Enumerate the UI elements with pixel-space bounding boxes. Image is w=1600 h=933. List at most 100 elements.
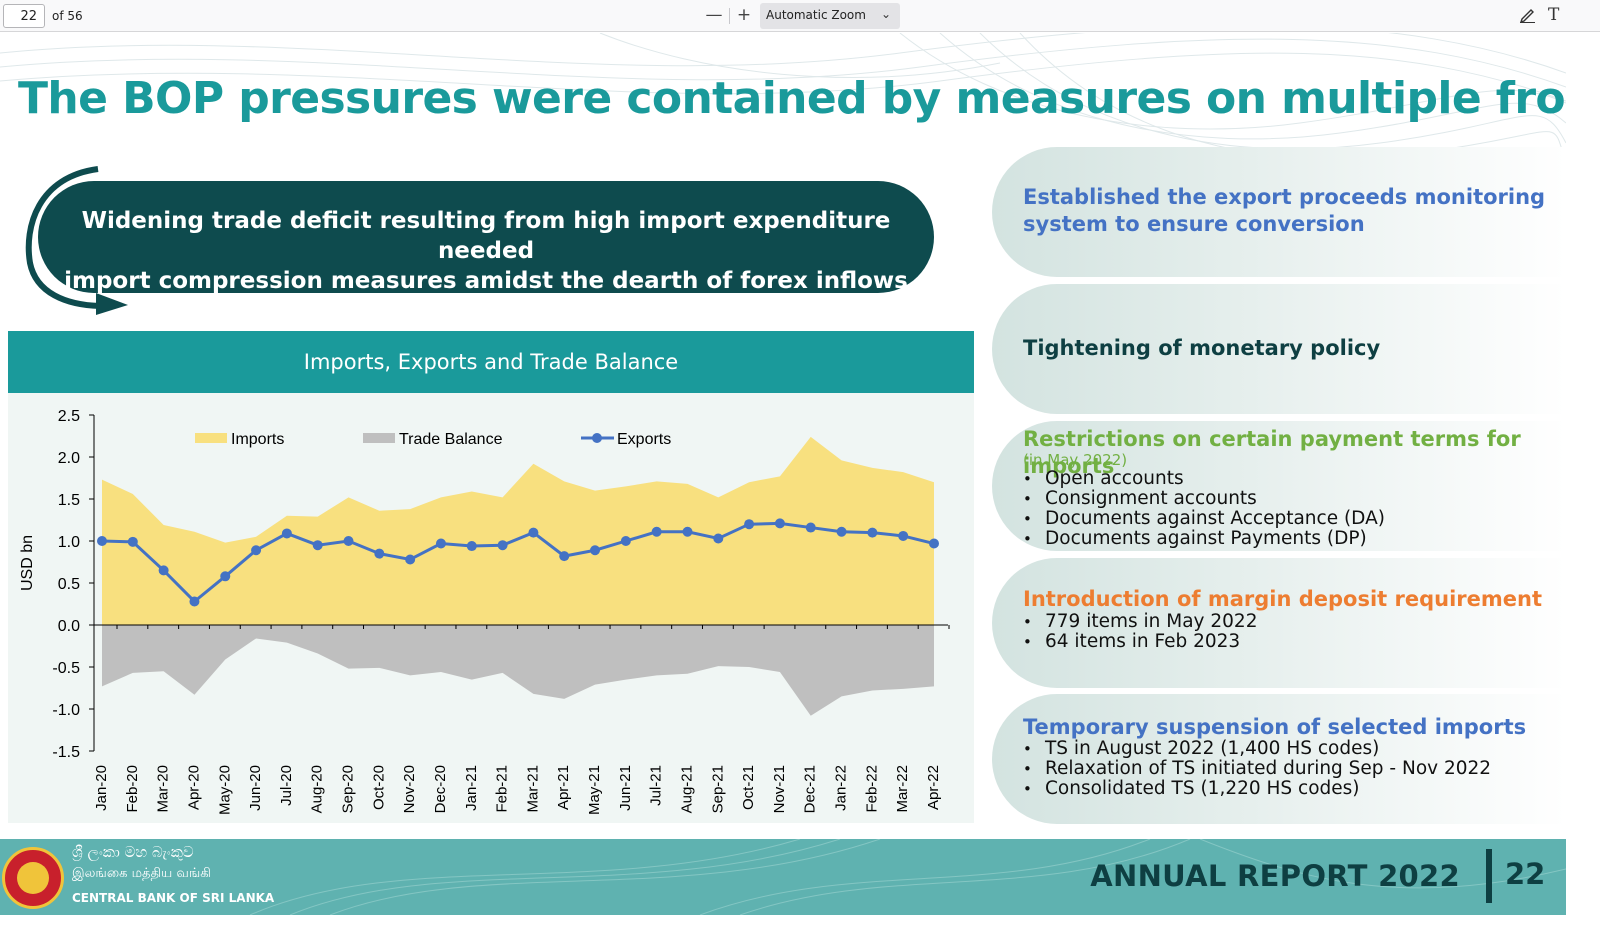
trade-balance-area bbox=[102, 625, 934, 716]
exports-point bbox=[312, 540, 323, 551]
zoom-in-button[interactable]: + bbox=[736, 5, 752, 25]
x-tick-label: Jul-21 bbox=[648, 765, 665, 806]
x-tick-label: Mar-21 bbox=[524, 765, 541, 813]
x-tick-label: May-21 bbox=[586, 765, 603, 815]
exports-point bbox=[220, 571, 231, 582]
headline-banner: Widening trade deficit resulting from hi… bbox=[38, 181, 934, 294]
zoom-select[interactable]: Automatic Zoom ⌄ bbox=[760, 3, 900, 29]
footer-divider bbox=[1486, 849, 1492, 903]
zoom-level: Automatic Zoom bbox=[766, 8, 866, 22]
x-tick-label: Jan-22 bbox=[833, 765, 850, 811]
chart-panel: 2.5 2.0 1.5 1.0 0.5 0.0 -0.5 -1.0 -1.5 Jan-20 Feb-… bbox=[8, 393, 974, 823]
exports-point bbox=[127, 536, 138, 547]
y-axis-label: USD bn bbox=[19, 535, 36, 591]
legend-swatch bbox=[195, 433, 227, 443]
exports-point bbox=[158, 565, 169, 576]
list-item: Documents against Payments (DP) bbox=[1023, 529, 1385, 549]
measure-title: Introduction of margin deposit requireme… bbox=[1023, 587, 1542, 611]
x-tick-label: Feb-22 bbox=[863, 765, 880, 813]
exports-point bbox=[929, 538, 939, 549]
chart-title: Imports, Exports and Trade Balance bbox=[8, 331, 974, 393]
pdf-toolbar: of 56 — + Automatic Zoom ⌄ T bbox=[0, 0, 1600, 32]
bank-name-sinhala: ශ්‍රී ලංකා මහ බැංකුව bbox=[72, 843, 194, 861]
x-tick-label: Apr-21 bbox=[555, 765, 572, 810]
toolbar-divider bbox=[729, 8, 730, 24]
exports-point bbox=[744, 519, 755, 530]
measure-title: Established the export proceeds monitori… bbox=[1023, 184, 1545, 238]
text-icon[interactable]: T bbox=[1548, 5, 1560, 25]
slide-page-number: 22 bbox=[1505, 857, 1546, 891]
y-tick-label: 1.5 bbox=[58, 492, 80, 509]
page-count: of 56 bbox=[52, 9, 83, 23]
y-tick-label: 1.0 bbox=[58, 534, 80, 551]
page-number-input[interactable] bbox=[3, 4, 45, 28]
x-tick-label: Jun-20 bbox=[247, 765, 264, 811]
exports-point bbox=[497, 540, 508, 551]
bank-name-tamil: இலங்கை மத்திய வங்கி bbox=[72, 866, 211, 881]
x-tick-label: Apr-20 bbox=[185, 765, 202, 810]
scrollbar-track[interactable] bbox=[1566, 33, 1600, 915]
legend-label: Trade Balance bbox=[399, 431, 503, 448]
exports-point bbox=[774, 518, 785, 529]
draw-icon[interactable] bbox=[1519, 6, 1536, 27]
curved-arrow-icon bbox=[25, 166, 128, 315]
list-item: Open accounts bbox=[1023, 469, 1385, 489]
x-tick-label: Dec-21 bbox=[802, 765, 819, 813]
measure-title: Temporary suspension of selected imports bbox=[1023, 715, 1527, 739]
exports-point bbox=[281, 528, 292, 539]
measure-export-proceeds: Established the export proceeds monitori… bbox=[992, 147, 1566, 277]
list-item: TS in August 2022 (1,400 HS codes) bbox=[1023, 739, 1491, 759]
exports-point bbox=[651, 526, 662, 537]
x-tick-label: Nov-21 bbox=[771, 765, 788, 813]
measure-bullets: TS in August 2022 (1,400 HS codes) Relax… bbox=[1023, 739, 1491, 799]
exports-point bbox=[466, 541, 477, 552]
x-tick-label: Jul-20 bbox=[278, 765, 295, 806]
exports-point bbox=[435, 538, 446, 549]
y-tick-label: 0.5 bbox=[58, 576, 80, 593]
x-tick-label: Aug-21 bbox=[678, 765, 695, 813]
list-item: Documents against Acceptance (DA) bbox=[1023, 509, 1385, 529]
annual-report-label: ANNUAL REPORT 2022 bbox=[1090, 859, 1460, 893]
list-item: Consolidated TS (1,220 HS codes) bbox=[1023, 779, 1491, 799]
x-tick-label: Jan-20 bbox=[93, 765, 110, 811]
list-item: Consignment accounts bbox=[1023, 489, 1385, 509]
exports-point bbox=[682, 526, 693, 537]
exports-point bbox=[343, 536, 354, 546]
measure-import-suspension: Temporary suspension of selected imports… bbox=[992, 694, 1566, 824]
footer-wave-pattern bbox=[249, 839, 1566, 915]
legend-label: Exports bbox=[617, 431, 671, 448]
x-tick-label: Sep-21 bbox=[709, 765, 726, 813]
central-bank-seal bbox=[2, 847, 64, 909]
y-tick-label: 2.0 bbox=[58, 450, 80, 467]
measure-monetary-policy: Tightening of monetary policy bbox=[992, 284, 1566, 414]
exports-point bbox=[898, 530, 909, 541]
trade-chart: 2.5 2.0 1.5 1.0 0.5 0.0 -0.5 -1.0 -1.5 Jan-20 Feb-… bbox=[19, 408, 950, 815]
x-tick-label: Sep-20 bbox=[340, 765, 357, 813]
x-tick-label: Mar-22 bbox=[894, 765, 911, 813]
measure-title-line: Established the export proceeds monitori… bbox=[1023, 185, 1546, 209]
exports-point bbox=[189, 596, 200, 607]
legend-label: Imports bbox=[231, 431, 284, 448]
measure-bullets: Open accounts Consignment accounts Docum… bbox=[1023, 469, 1385, 549]
exports-point bbox=[713, 533, 724, 544]
slide-page: The BOP pressures were contained by meas… bbox=[0, 33, 1566, 915]
measure-margin-deposit: Introduction of margin deposit requireme… bbox=[992, 558, 1566, 688]
bank-name-english: CENTRAL BANK OF SRI LANKA bbox=[72, 891, 275, 905]
y-tick-label: 0.0 bbox=[58, 618, 80, 635]
slide-title: The BOP pressures were contained by meas… bbox=[18, 73, 1566, 124]
measure-bullets: 779 items in May 2022 64 items in Feb 20… bbox=[1023, 612, 1257, 652]
zoom-out-button[interactable]: — bbox=[705, 5, 723, 25]
x-tick-label: Oct-21 bbox=[740, 765, 757, 810]
exports-point bbox=[805, 522, 816, 533]
x-tick-label: Nov-20 bbox=[401, 765, 418, 813]
list-item: 779 items in May 2022 bbox=[1023, 612, 1257, 632]
exports-point bbox=[405, 554, 416, 565]
x-tick-label: Jun-21 bbox=[617, 765, 634, 811]
exports-point bbox=[836, 526, 847, 537]
imports-area bbox=[102, 436, 934, 625]
exports-point bbox=[374, 548, 385, 559]
measure-title: Tightening of monetary policy bbox=[1023, 336, 1381, 360]
exports-point bbox=[867, 527, 878, 538]
y-tick-label: -1.5 bbox=[52, 744, 80, 761]
legend-swatch bbox=[363, 433, 395, 443]
